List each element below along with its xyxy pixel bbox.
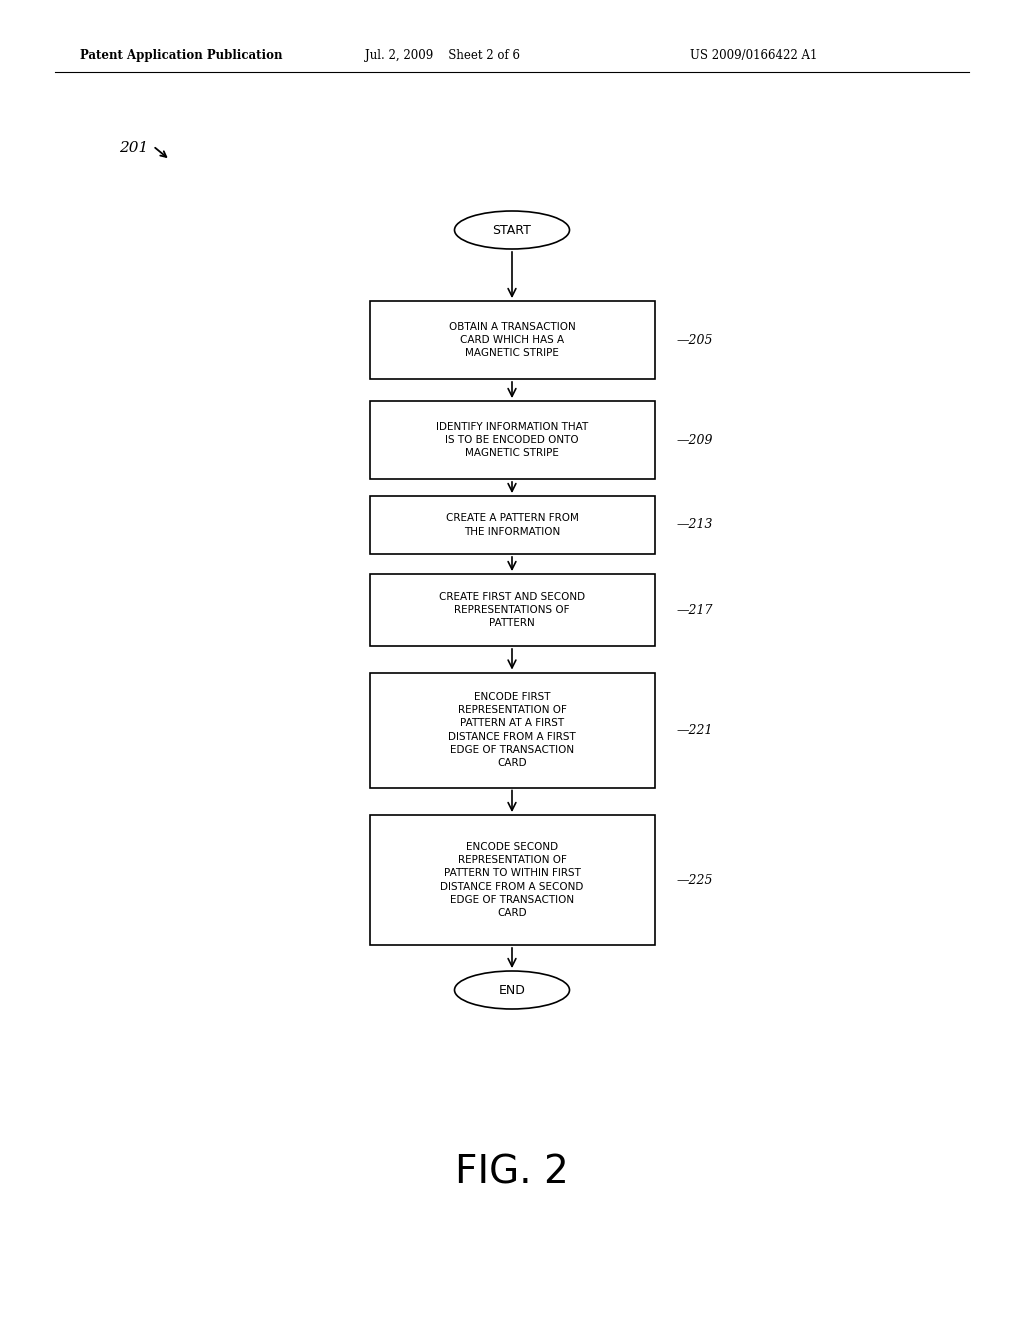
Text: —221: —221 [677, 723, 713, 737]
Ellipse shape [455, 211, 569, 249]
FancyBboxPatch shape [370, 574, 654, 645]
FancyBboxPatch shape [370, 814, 654, 945]
FancyBboxPatch shape [370, 401, 654, 479]
Text: START: START [493, 223, 531, 236]
Text: OBTAIN A TRANSACTION
CARD WHICH HAS A
MAGNETIC STRIPE: OBTAIN A TRANSACTION CARD WHICH HAS A MA… [449, 322, 575, 358]
Text: —205: —205 [677, 334, 713, 346]
Text: IDENTIFY INFORMATION THAT
IS TO BE ENCODED ONTO
MAGNETIC STRIPE: IDENTIFY INFORMATION THAT IS TO BE ENCOD… [436, 422, 588, 458]
Text: —225: —225 [677, 874, 713, 887]
Text: —217: —217 [677, 603, 713, 616]
Text: Patent Application Publication: Patent Application Publication [80, 49, 283, 62]
Text: CREATE FIRST AND SECOND
REPRESENTATIONS OF
PATTERN: CREATE FIRST AND SECOND REPRESENTATIONS … [439, 591, 585, 628]
FancyBboxPatch shape [370, 496, 654, 554]
Text: ENCODE FIRST
REPRESENTATION OF
PATTERN AT A FIRST
DISTANCE FROM A FIRST
EDGE OF : ENCODE FIRST REPRESENTATION OF PATTERN A… [449, 692, 575, 768]
Text: ENCODE SECOND
REPRESENTATION OF
PATTERN TO WITHIN FIRST
DISTANCE FROM A SECOND
E: ENCODE SECOND REPRESENTATION OF PATTERN … [440, 842, 584, 917]
Text: —209: —209 [677, 433, 713, 446]
Ellipse shape [455, 972, 569, 1008]
Text: 201: 201 [119, 141, 148, 154]
Text: US 2009/0166422 A1: US 2009/0166422 A1 [690, 49, 817, 62]
FancyBboxPatch shape [370, 672, 654, 788]
FancyBboxPatch shape [370, 301, 654, 379]
Text: FIG. 2: FIG. 2 [455, 1152, 569, 1191]
Text: Jul. 2, 2009    Sheet 2 of 6: Jul. 2, 2009 Sheet 2 of 6 [365, 49, 520, 62]
Text: END: END [499, 983, 525, 997]
Text: —213: —213 [677, 519, 713, 532]
Text: CREATE A PATTERN FROM
THE INFORMATION: CREATE A PATTERN FROM THE INFORMATION [445, 513, 579, 537]
